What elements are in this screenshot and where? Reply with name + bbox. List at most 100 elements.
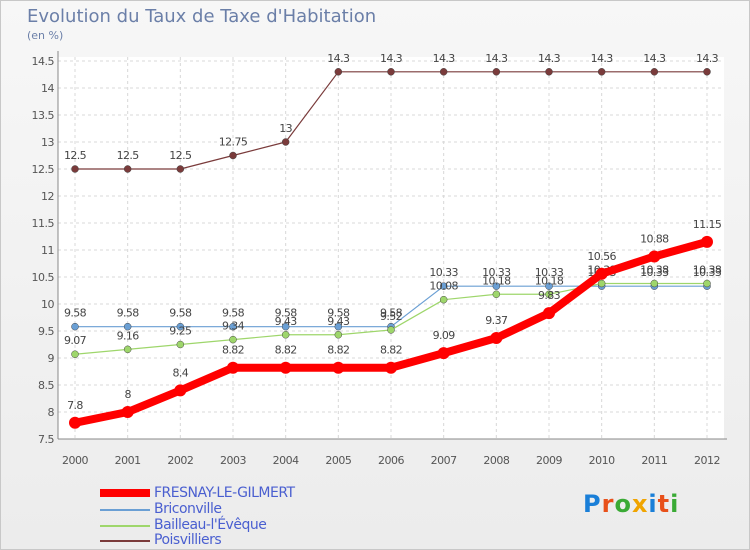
data-label: 8.82 [380, 344, 402, 357]
data-point [123, 322, 132, 331]
y-tick-label: 14.5 [32, 55, 55, 68]
data-label: 10.18 [535, 274, 564, 287]
data-point [174, 384, 187, 397]
data-point [176, 340, 185, 349]
data-label: 14.3 [380, 52, 403, 65]
data-point [71, 350, 79, 358]
data-point [385, 361, 397, 374]
data-label: 14.3 [538, 52, 561, 65]
y-tick-label: 7.5 [38, 433, 54, 446]
data-label: 12.5 [64, 149, 87, 162]
data-label: 9.52 [380, 310, 402, 323]
y-tick-label: 13.5 [32, 109, 55, 122]
x-tick-label: 2011 [641, 454, 667, 467]
data-label: 9.58 [327, 307, 350, 320]
data-label: 9.09 [433, 329, 456, 342]
data-point [176, 165, 185, 173]
data-point [437, 347, 450, 360]
data-point [595, 267, 608, 280]
data-point [650, 279, 659, 288]
data-label: 14.3 [643, 52, 666, 65]
data-point [703, 279, 711, 288]
y-tick-label: 10.5 [32, 271, 55, 284]
data-point [545, 290, 553, 299]
data-point [334, 68, 343, 76]
data-point [387, 326, 395, 334]
data-label: 10.33 [535, 266, 564, 279]
data-point [281, 331, 290, 339]
data-point [703, 68, 711, 76]
data-point [439, 282, 448, 290]
data-label: 9.37 [485, 314, 508, 327]
x-tick-label: 2001 [115, 454, 141, 467]
data-point [545, 282, 553, 290]
y-tick-label: 8 [48, 406, 55, 419]
y-tick-label: 14 [41, 82, 54, 95]
data-label: 9.43 [327, 315, 350, 328]
data-point [121, 406, 134, 418]
data-label: 14.3 [433, 52, 456, 65]
data-point [229, 335, 237, 344]
data-label: 7.8 [67, 399, 83, 412]
logo-letter: P [583, 490, 602, 518]
data-label: 10.33 [482, 266, 511, 279]
y-tick-label: 13 [41, 136, 54, 149]
legend-swatch [100, 509, 150, 511]
data-label: 9.43 [275, 315, 298, 328]
data-label: 9.83 [538, 289, 561, 302]
data-label: 14.3 [485, 52, 508, 65]
data-point [176, 322, 185, 331]
data-label: 9.58 [64, 307, 87, 320]
data-point [543, 307, 555, 320]
data-label: 10.88 [640, 232, 669, 245]
x-tick-label: 2006 [378, 454, 404, 467]
data-label: 9.58 [380, 307, 403, 320]
legend-label: FRESNAY-LE-GILMERT [154, 485, 295, 501]
logo-letter: i [648, 490, 658, 518]
legend-label: Briconville [154, 501, 222, 517]
data-label: 8.82 [327, 344, 349, 357]
data-point [69, 416, 81, 429]
data-point [545, 68, 553, 76]
x-tick-label: 2012 [694, 454, 720, 467]
data-label: 10.33 [429, 266, 458, 279]
data-point [281, 138, 290, 146]
y-tick-label: 12 [41, 190, 54, 203]
x-tick-label: 2005 [325, 454, 351, 467]
data-point [439, 295, 448, 304]
logo-letter: o [614, 490, 632, 518]
logo-letter: x [631, 490, 649, 518]
y-tick-label: 10 [41, 298, 54, 311]
data-label: 8.82 [222, 344, 244, 357]
data-point [227, 361, 239, 374]
data-point [597, 279, 606, 288]
data-point [492, 68, 501, 76]
data-point [648, 250, 661, 263]
y-tick-label: 11.5 [32, 217, 55, 230]
y-tick-label: 8.5 [38, 379, 54, 392]
chart-subtitle: (en %) [27, 29, 64, 42]
y-tick-label: 11 [41, 244, 54, 257]
data-label: 8 [124, 388, 131, 401]
x-tick-label: 2000 [62, 454, 88, 467]
proxiti-logo: Proxiti [583, 490, 679, 518]
legend-label: Poisvilliers [154, 532, 222, 548]
data-point [71, 322, 79, 331]
data-point [439, 68, 448, 76]
logo-letter: t [657, 490, 671, 518]
data-label: 8.4 [172, 366, 188, 379]
x-tick-label: 2008 [483, 454, 509, 467]
data-label: 9.58 [169, 307, 192, 320]
data-point [492, 282, 501, 290]
data-label: 14.3 [696, 52, 719, 65]
data-point [123, 165, 132, 173]
data-point [279, 361, 292, 374]
data-label: 10.56 [587, 250, 616, 263]
data-label: 10.38 [640, 263, 669, 276]
data-label: 9.58 [222, 307, 245, 320]
data-label: 9.16 [117, 329, 140, 342]
data-label: 12.5 [169, 149, 192, 162]
logo-letter: i [670, 490, 680, 518]
x-tick-label: 2010 [589, 454, 615, 467]
data-point [490, 332, 503, 345]
